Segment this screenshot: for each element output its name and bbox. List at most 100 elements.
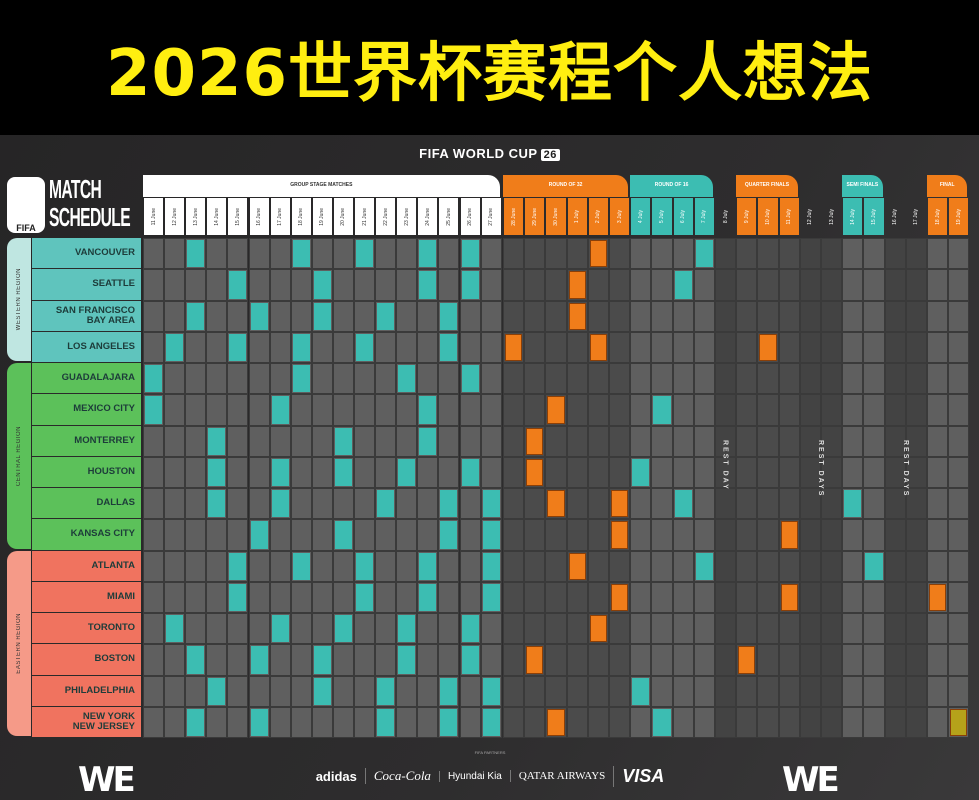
region-band-0: WESTERN REGION — [7, 238, 31, 361]
grid-cell — [587, 425, 609, 457]
grid-cell — [863, 581, 885, 613]
grid-cell — [799, 456, 821, 488]
grid-cell — [778, 675, 800, 707]
date-header: 22 June — [376, 198, 396, 235]
date-header: 1 July — [567, 198, 587, 235]
grid-cell — [503, 269, 525, 301]
grid-cell — [778, 238, 800, 270]
grid-cell — [480, 363, 502, 395]
grid-cell — [417, 644, 439, 676]
grid-cell — [164, 519, 186, 551]
match-cell — [844, 490, 862, 518]
grid-cell — [609, 675, 631, 707]
grid-cell — [417, 363, 439, 395]
grid-cell — [332, 300, 354, 332]
match-cell — [356, 240, 374, 268]
grid-cell — [524, 550, 546, 582]
grid-cell — [545, 519, 567, 551]
date-header: 10 July — [758, 198, 778, 235]
date-header: 3 July — [610, 198, 630, 235]
grid-cell — [566, 425, 588, 457]
grid-cell — [503, 706, 525, 738]
grid-cell — [164, 363, 186, 395]
grid-cell — [757, 644, 779, 676]
grid-cell — [715, 269, 737, 301]
grid-cell — [927, 488, 949, 520]
grid-cell — [927, 675, 949, 707]
grid-cell — [524, 613, 546, 645]
grid-cell — [715, 613, 737, 645]
grid-cell — [905, 363, 927, 395]
grid-cell — [269, 644, 291, 676]
grid-cell — [927, 550, 949, 582]
grid-cell — [396, 706, 418, 738]
grid-cell — [948, 238, 970, 270]
match-cell — [419, 240, 437, 268]
match-cell — [568, 271, 586, 299]
grid-cell — [948, 613, 970, 645]
match-cell — [568, 302, 586, 330]
grid-cell — [566, 331, 588, 363]
grid-cell — [143, 613, 165, 645]
grid-cell — [884, 706, 906, 738]
grid-cell — [480, 238, 502, 270]
date-header: 13 June — [186, 198, 206, 235]
city-label: TORONTO — [32, 613, 141, 645]
date-header: 8 July — [716, 198, 735, 235]
grid-cell — [375, 581, 397, 613]
grid-cell — [672, 425, 694, 457]
grid-cell — [927, 519, 949, 551]
grid-cell — [185, 456, 207, 488]
grid-cell — [143, 269, 165, 301]
grid-cell — [587, 519, 609, 551]
grid-cell — [248, 488, 270, 520]
grid-cell — [715, 706, 737, 738]
grid-cell — [651, 550, 673, 582]
grid-cell — [672, 581, 694, 613]
grid-cell — [480, 425, 502, 457]
grid-cell — [651, 238, 673, 270]
grid-cell — [842, 238, 864, 270]
grid-cell — [757, 394, 779, 426]
grid-cell — [311, 581, 333, 613]
grid-cell — [842, 363, 864, 395]
title-banner: 2026世界杯赛程个人想法 — [0, 0, 979, 135]
grid-cell — [757, 613, 779, 645]
match-cell — [738, 646, 756, 674]
grid-cell — [630, 363, 652, 395]
date-label: 3 July — [616, 209, 623, 224]
grid-cell — [630, 581, 652, 613]
grid-cell — [503, 456, 525, 488]
date-header: 20 June — [333, 198, 353, 235]
grid-cell — [927, 300, 949, 332]
region-band-1: CENTRAL REGION — [7, 363, 31, 549]
grid-cell — [948, 675, 970, 707]
grid-cell — [821, 394, 843, 426]
city-label: MIAMI — [32, 581, 141, 613]
grid-cell — [545, 363, 567, 395]
date-label: 17 June — [277, 207, 284, 226]
grid-cell — [842, 394, 864, 426]
match-cell — [166, 333, 184, 361]
match-cell — [440, 302, 458, 330]
grid-cell — [248, 238, 270, 270]
grid-cell — [354, 706, 376, 738]
grid-cell — [503, 488, 525, 520]
grid-cell — [438, 238, 460, 270]
match-cell — [229, 333, 247, 361]
grid-cell — [417, 488, 439, 520]
grid-cell — [863, 456, 885, 488]
match-cell — [356, 333, 374, 361]
match-cell — [526, 646, 544, 674]
grid-cell — [269, 238, 291, 270]
match-cell — [611, 583, 629, 611]
grid-cell — [480, 613, 502, 645]
grid-cell — [524, 394, 546, 426]
grid-cell — [715, 644, 737, 676]
match-cell — [461, 458, 479, 486]
grid-cell — [609, 269, 631, 301]
date-label: 9 July — [743, 209, 750, 224]
grid-cell — [757, 550, 779, 582]
match-cell — [653, 708, 671, 736]
match-cell — [461, 240, 479, 268]
